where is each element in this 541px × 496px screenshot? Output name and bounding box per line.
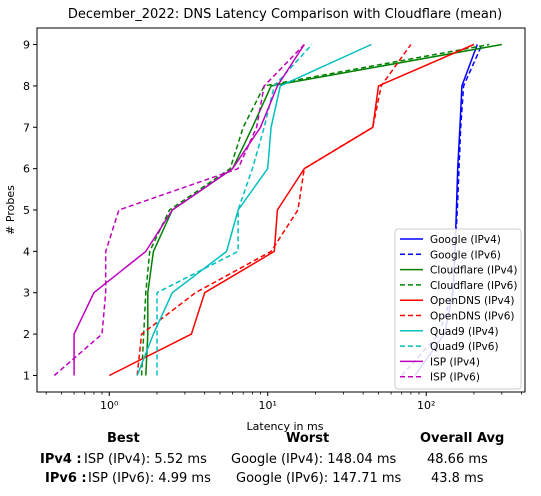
series-lines [53,43,502,377]
summary-ipv4-label: IPv4 : [40,452,82,467]
y-tick-label: 8 [23,80,30,93]
x-tick-label: 10² [417,399,435,412]
summary-header-best: Best [107,431,140,446]
summary-ipv6-overall: 43.8 ms [431,471,484,486]
legend-entry: OpenDNS (IPv6) [430,311,515,323]
legend-entry: Cloudflare (IPv6) [430,280,517,292]
summary-ipv6-label: IPv6 : [45,471,87,486]
series-line [53,43,305,377]
y-tick-label: 2 [23,328,30,341]
x-tick-label: 10⁰ [100,399,119,412]
y-axis-label: # Probes [4,185,17,235]
summary-ipv4-best: ISP (IPv4): 5.52 ms [84,452,207,467]
series-line [73,44,305,376]
legend-entry: Quad9 (IPv4) [430,326,499,338]
chart: December_2022: DNS Latency Comparison wi… [4,7,526,433]
y-tick-label: 3 [23,287,30,300]
summary-header-worst: Worst [286,431,330,446]
summary-ipv6-worst: Google (IPv6): 147.71 ms [236,471,402,486]
summary-ipv4-worst: Google (IPv4): 148.04 ms [231,452,397,467]
series-line [140,43,490,376]
y-tick-label: 4 [23,245,30,258]
summary-header-overall: Overall Avg [420,431,505,446]
y-tick-label: 7 [23,121,30,134]
y-tick-label: 9 [23,39,30,52]
legend-entry: Google (IPv6) [430,249,501,261]
chart-title: December_2022: DNS Latency Comparison wi… [68,7,502,22]
series-line [156,43,313,376]
legend-entry: Google (IPv4) [430,234,501,246]
legend: Google (IPv4) Google (IPv6) Cloudflare (IP… [394,228,522,390]
legend-entry: Quad9 (IPv6) [430,341,499,353]
legend-entry: ISP (IPv6) [430,372,480,384]
x-tick-label: 10¹ [259,399,277,412]
y-tick-label: 5 [23,204,30,217]
series-line [136,43,372,376]
x-axis: 10⁰ 10¹ 10² [45,392,523,412]
x-axis-label: Latency in ms [247,420,324,433]
legend-entry: OpenDNS (IPv4) [430,295,515,307]
series-line [401,44,483,377]
legend-box [394,228,522,390]
summary-ipv4-overall: 48.66 ms [427,452,488,467]
y-axis: 1 2 3 4 5 6 7 8 9 [23,39,37,382]
y-tick-label: 1 [23,369,30,382]
legend-entry: Cloudflare (IPv4) [430,265,517,277]
legend-entry: ISP (IPv4) [430,356,480,368]
y-tick-label: 6 [23,163,30,176]
series-line [108,43,475,377]
summary-ipv6-best: ISP (IPv6): 4.99 ms [88,471,211,486]
